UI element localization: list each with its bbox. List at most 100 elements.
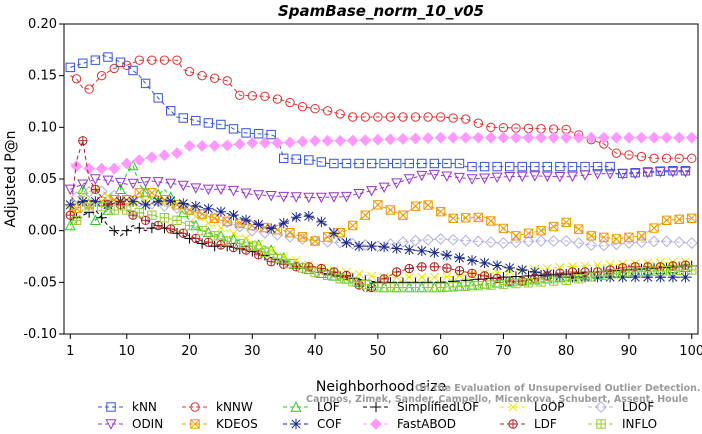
data-point-knnw — [473, 118, 483, 128]
data-point-inflo — [235, 238, 245, 249]
data-point-knn — [404, 158, 414, 169]
legend-label-cof: COF — [317, 417, 342, 431]
data-point-knn — [140, 78, 151, 89]
data-point-inflo — [511, 278, 521, 289]
data-point-ldf — [580, 267, 590, 277]
data-point-knn — [103, 52, 113, 62]
data-point-knnw — [335, 109, 345, 119]
data-point-odin — [654, 167, 666, 178]
data-point-fastabod — [484, 131, 497, 144]
series-line-knnw — [70, 59, 692, 159]
data-point-ldf — [178, 228, 188, 238]
data-point-simplifiedlof — [109, 225, 120, 236]
data-point-ldf — [429, 262, 440, 272]
data-point-ldof — [459, 234, 472, 247]
data-point-lof — [64, 219, 76, 231]
x-tick-label: 80 — [558, 344, 575, 359]
x-tick-label: 1 — [66, 344, 74, 359]
data-point-inflo — [260, 247, 270, 258]
data-point-cof — [655, 271, 666, 283]
data-point-knn — [454, 158, 465, 169]
data-point-odin — [253, 190, 265, 201]
data-point-odin — [152, 177, 164, 188]
y-tick-label: -0.10 — [23, 327, 57, 342]
data-point-odin — [479, 173, 491, 184]
data-point-cof — [617, 271, 628, 283]
data-point-fastabod — [246, 136, 259, 149]
data-point-knnw — [159, 55, 170, 65]
data-point-inflo — [674, 265, 684, 276]
legend-item-knn: kNN — [98, 400, 157, 414]
data-point-odin — [403, 174, 415, 185]
watermark-citation: On the Evaluation of Unsupervised Outlie… — [415, 383, 702, 394]
data-point-odin — [629, 168, 641, 180]
data-point-knnw — [109, 63, 119, 74]
data-point-fastabod — [648, 131, 660, 144]
data-point-knn — [504, 161, 515, 172]
data-point-fastabod — [95, 162, 108, 175]
data-point-ldof — [547, 235, 560, 247]
data-point-knn — [216, 119, 226, 130]
data-point-knnw — [84, 84, 94, 94]
chart-title: SpamBase_norm_10_v05 — [278, 2, 484, 20]
data-point-odin — [453, 172, 465, 184]
data-point-fastabod — [459, 131, 472, 144]
data-point-odin — [516, 171, 528, 183]
data-point-fastabod — [309, 134, 321, 147]
data-point-loop — [228, 228, 239, 238]
data-point-knnw — [423, 112, 433, 122]
legend-label-loop: LoOP — [534, 400, 565, 414]
legend-marker-inflo — [596, 419, 606, 429]
data-point-knnw — [649, 153, 659, 164]
data-point-ldf — [115, 200, 126, 210]
series-line-kdeos — [70, 188, 692, 242]
data-point-knnw — [172, 55, 182, 65]
data-point-knnw — [461, 114, 471, 124]
y-tick-label: 0.10 — [28, 120, 57, 135]
data-point-cof — [178, 198, 189, 209]
data-point-knnw — [486, 122, 496, 133]
data-point-kdeos — [385, 205, 396, 215]
data-point-knnw — [134, 55, 145, 65]
data-point-fastabod — [623, 131, 635, 144]
data-point-lof — [114, 183, 127, 195]
legend-marker-knn — [106, 402, 116, 412]
legend-item-simplifiedlof: SimplifiedLOF — [363, 400, 479, 414]
series-layer — [64, 52, 698, 294]
data-point-knnw — [674, 153, 684, 164]
data-point-odin — [315, 192, 327, 204]
data-point-fastabod — [635, 131, 648, 144]
data-point-knn — [592, 161, 603, 172]
data-point-odin — [240, 188, 252, 199]
data-point-kdeos — [498, 223, 509, 234]
data-point-ldf — [391, 267, 402, 277]
data-point-loop — [404, 272, 414, 282]
data-point-simplifiedlof — [196, 238, 208, 249]
data-point-ldof — [133, 195, 146, 208]
data-point-kdeos — [285, 228, 295, 238]
data-point-inflo — [172, 215, 182, 226]
data-point-knnw — [611, 148, 622, 158]
data-point-knnw — [285, 97, 295, 108]
data-point-inflo — [486, 280, 496, 290]
data-point-fastabod — [685, 131, 698, 144]
data-point-knn — [429, 158, 440, 169]
data-point-fastabod — [145, 151, 158, 164]
x-tick-label: 70 — [495, 344, 512, 359]
data-point-fastabod — [434, 131, 447, 144]
data-point-cof — [228, 209, 239, 221]
data-point-ldof — [673, 236, 686, 249]
legend: kNN kNNW LOF SimplifiedLOF LoOP LDOF ODIN KDEOS… — [98, 400, 657, 431]
data-point-knn — [680, 166, 691, 176]
data-point-ldf — [454, 266, 465, 276]
data-point-odin — [604, 169, 616, 180]
data-point-odin — [667, 167, 679, 178]
data-point-ldof — [296, 233, 309, 245]
data-point-loop — [429, 272, 439, 282]
data-point-odin — [190, 183, 202, 194]
data-point-inflo — [599, 270, 609, 281]
data-point-fastabod — [196, 140, 209, 152]
legend-marker-ldf — [508, 419, 518, 429]
data-point-ldof — [108, 189, 121, 202]
data-point-odin — [278, 191, 290, 203]
